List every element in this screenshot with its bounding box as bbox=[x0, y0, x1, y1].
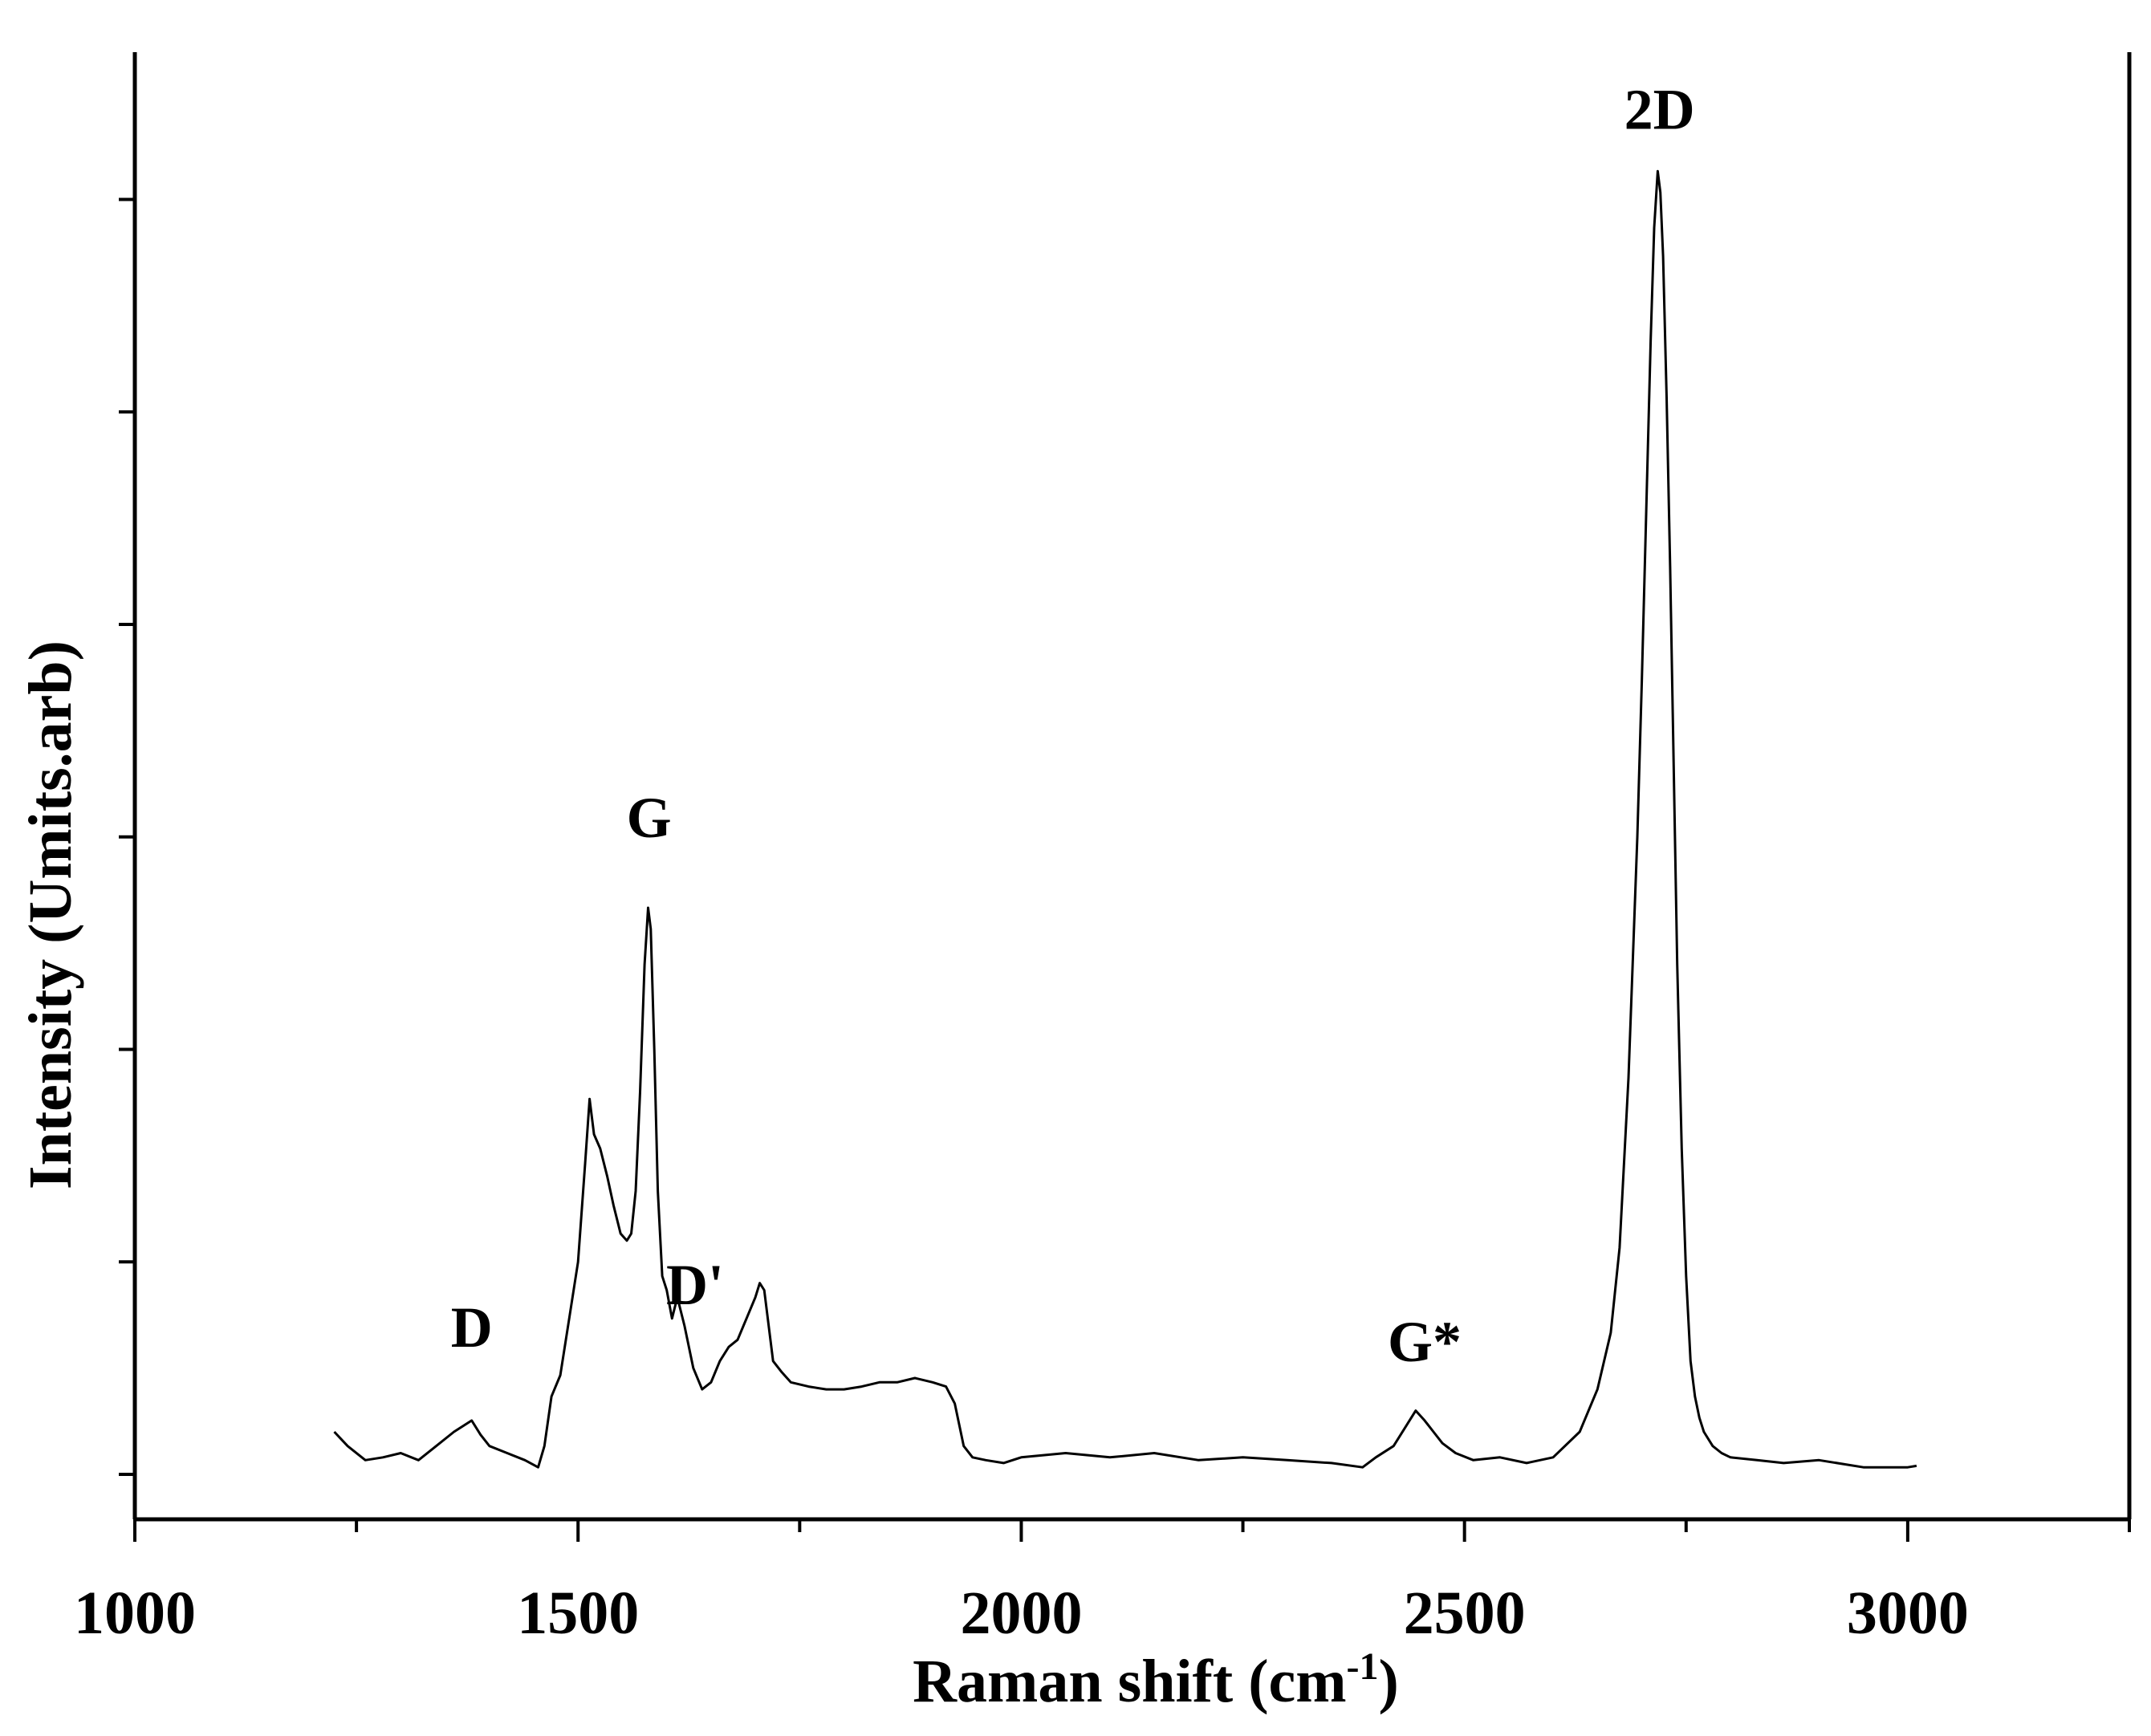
x-axis-label-superscript: -1 bbox=[1347, 1645, 1379, 1688]
x-tick-label: 1500 bbox=[517, 1579, 639, 1647]
plot-frame bbox=[132, 52, 2132, 1522]
peak-label: G bbox=[627, 786, 672, 850]
spectrum-line bbox=[333, 169, 1917, 1469]
series-layer bbox=[333, 169, 1917, 1469]
x-axis-ticks: 1000 1500 2000 2500 3000 bbox=[74, 1519, 2131, 1647]
peak-annotations: D G D' G* 2D bbox=[451, 77, 1695, 1374]
x-tick-label: 1000 bbox=[74, 1579, 196, 1647]
y-axis-label: Intensity (Umits.arb) bbox=[17, 640, 84, 1189]
x-axis-label-close: ) bbox=[1379, 1648, 1399, 1715]
x-tick-label: 2500 bbox=[1404, 1579, 1526, 1647]
x-axis-label: Raman shift (cm-1) bbox=[913, 1645, 1399, 1715]
peak-label: D' bbox=[666, 1253, 724, 1317]
x-tick-label: 2000 bbox=[960, 1579, 1082, 1647]
x-axis-label-text: Raman shift (cm bbox=[913, 1648, 1346, 1715]
peak-label: D bbox=[451, 1295, 493, 1360]
x-tick-label: 3000 bbox=[1847, 1579, 1969, 1647]
peak-label: G* bbox=[1388, 1310, 1462, 1374]
peak-label: 2D bbox=[1624, 77, 1695, 141]
y-axis-ticks bbox=[119, 197, 135, 1476]
